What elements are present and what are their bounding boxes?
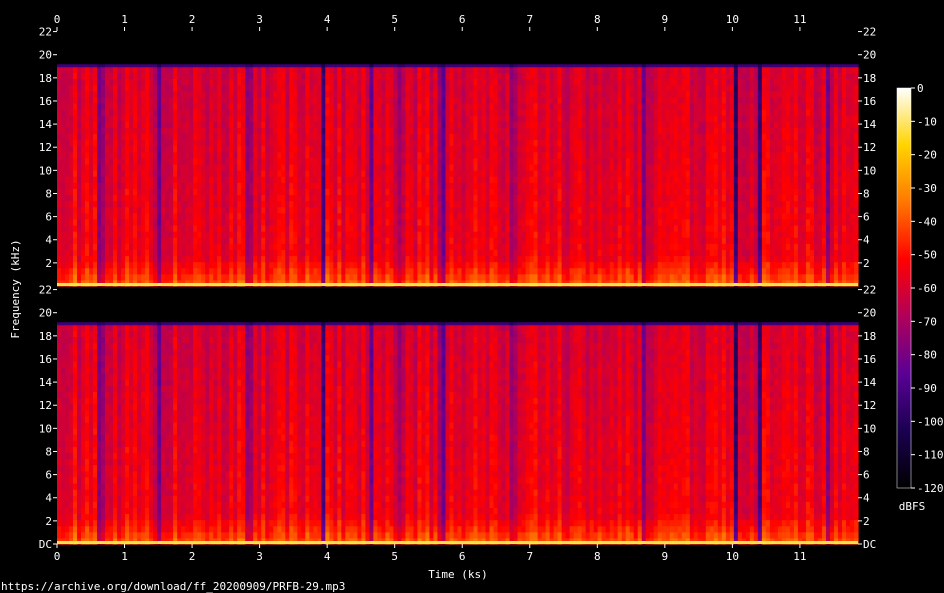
y-tick-label-left: 14 — [39, 376, 53, 389]
dc-band — [57, 283, 858, 286]
y-tick-label-right: 12 — [863, 399, 876, 412]
x-tick-label-top: 7 — [526, 13, 533, 26]
y-tick-label-right: 6 — [863, 469, 870, 482]
y-tick-label-left: 8 — [45, 445, 52, 458]
colorbar-tick-label: -80 — [917, 349, 937, 362]
colorbar-tick-label: 0 — [917, 82, 924, 95]
y-tick-label-left: 4 — [45, 234, 52, 247]
y-tick-label-left: 6 — [45, 211, 52, 224]
x-tick-label-bottom: 11 — [793, 550, 806, 563]
y-tick-label-right: 18 — [863, 72, 876, 85]
x-axis-label: Time (ks) — [428, 568, 488, 581]
y-tick-label-left: 16 — [39, 95, 52, 108]
x-tick-label-bottom: 9 — [662, 550, 669, 563]
x-tick-label-top: 9 — [662, 13, 669, 26]
y-tick-label-left: 22 — [39, 284, 52, 297]
spectrogram-channel-2 — [57, 322, 859, 544]
y-tick-label-left: 20 — [39, 307, 52, 320]
y-tick-label-left: 22 — [39, 26, 52, 39]
y-tick-label-left: 10 — [39, 164, 52, 177]
colorbar-tick-label: -10 — [917, 115, 937, 128]
y-tick-label-right: 10 — [863, 422, 876, 435]
y-axis-label: Frequency (kHz) — [9, 239, 22, 338]
y-tick-label-left: 16 — [39, 353, 52, 366]
y-tick-label-right: 20 — [863, 307, 876, 320]
y-tick-label-left: 6 — [45, 469, 52, 482]
y-tick-label-left: 20 — [39, 49, 52, 62]
y-tick-label-left: DC — [39, 538, 52, 551]
y-tick-label-left: 14 — [39, 118, 53, 131]
colorbar-tick-label: -50 — [917, 249, 937, 262]
y-tick-label-left: 2 — [45, 257, 52, 270]
y-tick-label-right: 14 — [863, 118, 877, 131]
colorbar-tick-label: -20 — [917, 149, 937, 162]
x-tick-label-top: 0 — [54, 13, 61, 26]
x-tick-label-bottom: 1 — [121, 550, 128, 563]
y-tick-label-left: 8 — [45, 187, 52, 200]
y-tick-label-right: 8 — [863, 187, 870, 200]
x-tick-label-bottom: 10 — [726, 550, 739, 563]
x-tick-label-bottom: 7 — [526, 550, 533, 563]
y-tick-label-left: 4 — [45, 492, 52, 505]
x-tick-label-top: 5 — [391, 13, 398, 26]
x-tick-label-top: 4 — [324, 13, 331, 26]
y-tick-label-right: 12 — [863, 141, 876, 154]
x-tick-label-top: 2 — [189, 13, 196, 26]
x-tick-label-top: 8 — [594, 13, 601, 26]
dc-band — [57, 541, 858, 544]
y-tick-label-right: 4 — [863, 234, 870, 247]
y-tick-label-right: DC — [863, 538, 876, 551]
colorbar-tick-label: -90 — [917, 382, 937, 395]
y-tick-label-right: 2 — [863, 257, 870, 270]
colorbar-tick-label: -40 — [917, 215, 937, 228]
y-tick-label-left: 12 — [39, 141, 52, 154]
colorbar-tick-label: -60 — [917, 282, 937, 295]
x-tick-label-bottom: 3 — [256, 550, 263, 563]
spectrogram-channel-1 — [57, 64, 859, 286]
x-tick-label-bottom: 8 — [594, 550, 601, 563]
y-tick-label-left: 12 — [39, 399, 52, 412]
y-tick-label-left: 18 — [39, 72, 52, 85]
y-tick-label-left: 2 — [45, 515, 52, 528]
x-tick-label-bottom: 6 — [459, 550, 466, 563]
y-tick-label-right: 20 — [863, 49, 876, 62]
x-tick-label-bottom: 5 — [391, 550, 398, 563]
y-tick-label-right: 22 — [863, 284, 876, 297]
x-tick-label-bottom: 2 — [189, 550, 196, 563]
colorbar-tick-label: -100 — [917, 415, 944, 428]
x-tick-label-top: 3 — [256, 13, 263, 26]
colorbar-unit-label: dBFS — [899, 500, 926, 513]
y-tick-label-right: 6 — [863, 211, 870, 224]
y-tick-label-right: 10 — [863, 164, 876, 177]
y-tick-label-right: 16 — [863, 95, 876, 108]
footer-url: https://archive.org/download/ff_20200909… — [1, 580, 345, 593]
colorbar-tick-label: -120 — [917, 482, 944, 495]
x-tick-label-top: 11 — [793, 13, 806, 26]
y-tick-label-right: 8 — [863, 445, 870, 458]
colorbar-tick-label: -110 — [917, 449, 944, 462]
y-tick-label-right: 4 — [863, 492, 870, 505]
x-tick-label-bottom: 4 — [324, 550, 331, 563]
x-tick-label-top: 6 — [459, 13, 466, 26]
colorbar — [897, 88, 911, 488]
colorbar-tick-label: -30 — [917, 182, 937, 195]
y-tick-label-left: 18 — [39, 330, 52, 343]
y-tick-label-right: 22 — [863, 26, 876, 39]
colorbar-tick-label: -70 — [917, 315, 937, 328]
y-tick-label-right: 16 — [863, 353, 876, 366]
y-tick-label-right: 2 — [863, 515, 870, 528]
y-tick-label-left: 10 — [39, 422, 52, 435]
x-tick-label-top: 10 — [726, 13, 739, 26]
x-tick-label-bottom: 0 — [54, 550, 61, 563]
x-tick-label-top: 1 — [121, 13, 128, 26]
y-tick-label-right: 18 — [863, 330, 876, 343]
y-tick-label-right: 14 — [863, 376, 877, 389]
